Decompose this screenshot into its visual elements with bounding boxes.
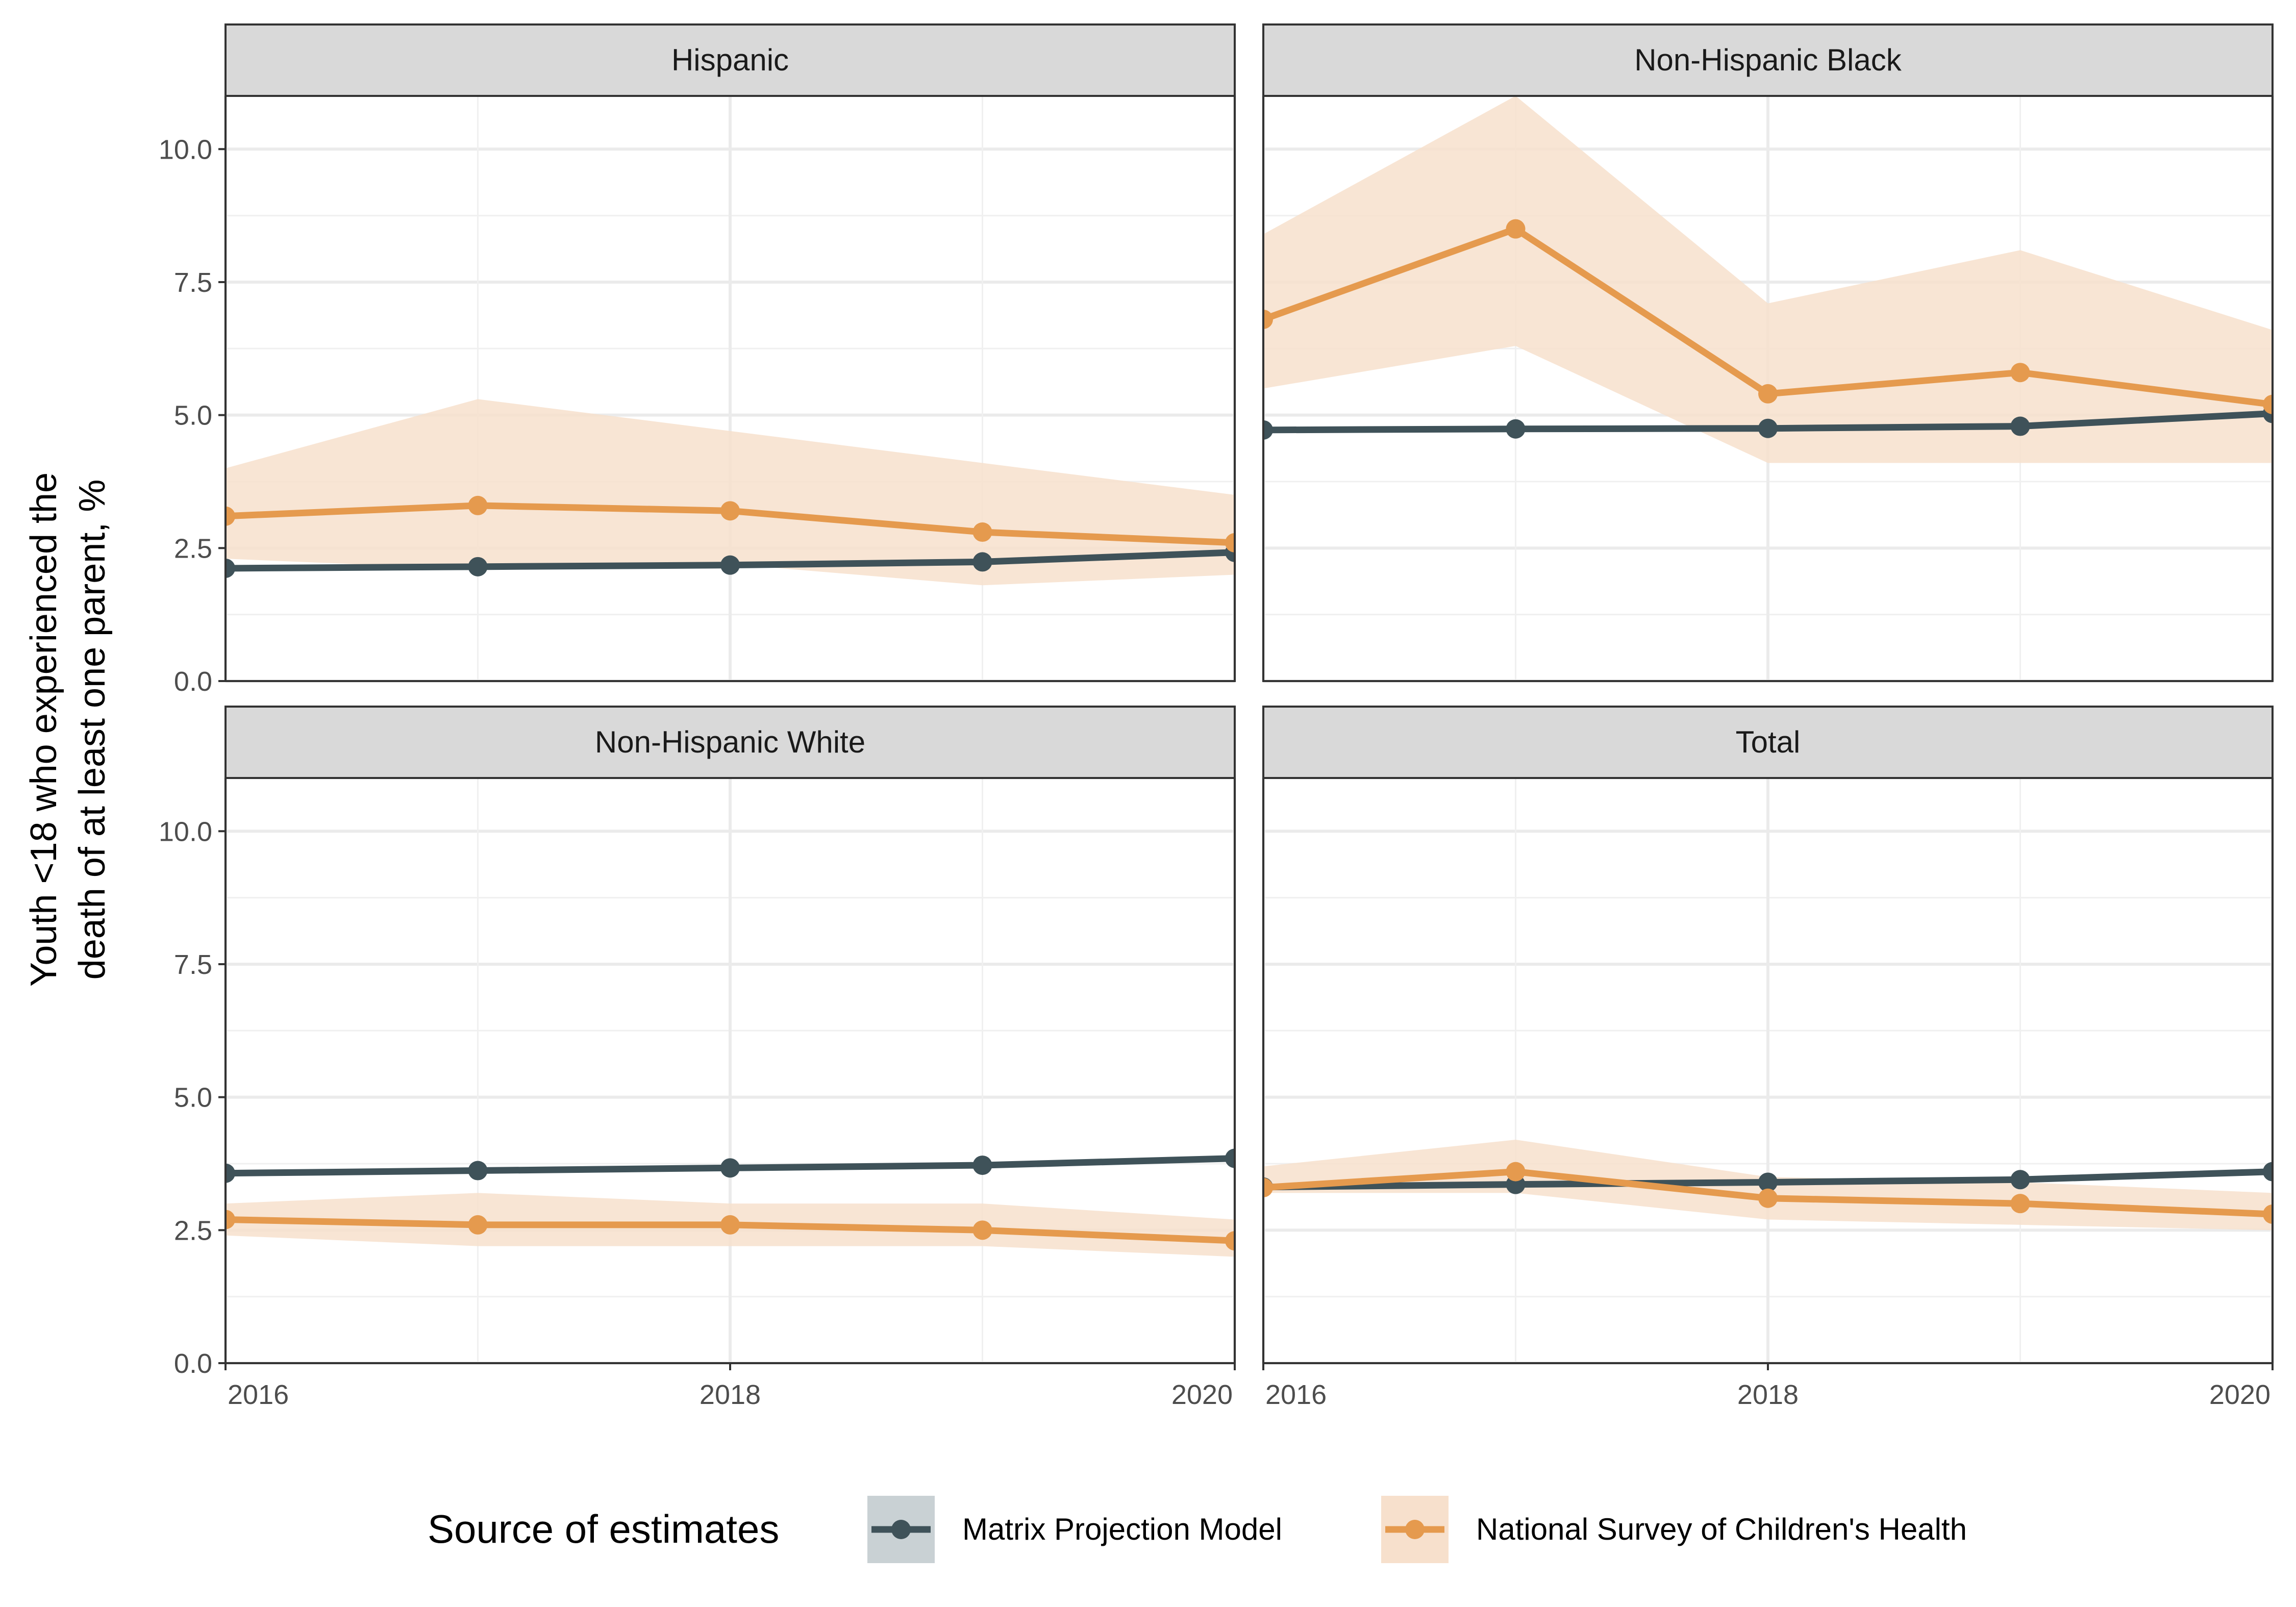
x-tick-label: 2020	[2209, 1379, 2270, 1410]
panel-hispanic: Hispanic 0.0 2.5 5.0 7.5 10.0	[159, 23, 1236, 697]
y-tick-label: 0.0	[174, 666, 212, 697]
data-point-national-survey-of-children-s-health	[2010, 363, 2030, 383]
x-tick-label: 2016	[1265, 1379, 1327, 1410]
panel-data-layer	[226, 399, 1235, 586]
data-point-national-survey-of-children-s-health	[720, 1215, 740, 1235]
y-tick-label: 10.0	[159, 816, 212, 847]
facet-strip-non-hispanic-black	[1262, 23, 2274, 97]
data-point-national-survey-of-children-s-health	[468, 1215, 488, 1235]
data-point-national-survey-of-children-s-health	[1758, 1188, 1778, 1208]
data-point-matrix-projection-model	[1506, 419, 1526, 439]
legend-label-national-survey-of-children-s-health: National Survey of Children's Health	[1476, 1512, 1967, 1546]
data-point-matrix-projection-model	[972, 552, 992, 572]
x-tick-label: 2016	[228, 1379, 289, 1410]
data-point-matrix-projection-model	[2263, 1162, 2273, 1182]
data-point-matrix-projection-model	[468, 557, 488, 576]
panel-data-layer	[1263, 96, 2273, 463]
data-point-matrix-projection-model	[1758, 418, 1778, 438]
y-tick-label: 2.5	[174, 1215, 212, 1246]
facet-label-non-hispanic-white: Non-Hispanic White	[595, 725, 865, 759]
facet-strip-non-hispanic-white	[224, 706, 1236, 779]
data-point-matrix-projection-model	[226, 1163, 235, 1183]
data-point-national-survey-of-children-s-health	[1506, 219, 1526, 239]
data-point-national-survey-of-children-s-health	[720, 501, 740, 521]
chart-panels: Hispanic 0.0 2.5 5.0 7.5 10.0 Non-Hispanic Bla…	[159, 23, 2274, 1410]
data-point-matrix-projection-model	[1758, 1172, 1778, 1192]
data-point-national-survey-of-children-s-health	[1758, 384, 1778, 404]
data-point-national-survey-of-children-s-health	[226, 506, 235, 526]
data-point-matrix-projection-model	[2010, 1170, 2030, 1190]
data-point-national-survey-of-children-s-health	[468, 495, 488, 515]
x-tick-label: 2020	[1171, 1379, 1233, 1410]
panel-data-layer	[226, 1148, 1235, 1257]
data-point-national-survey-of-children-s-health	[2263, 394, 2273, 414]
legend-title: Source of estimates	[428, 1506, 779, 1551]
y-tick-label: 7.5	[174, 949, 212, 980]
data-point-national-survey-of-children-s-health	[972, 522, 992, 542]
data-point-matrix-projection-model	[720, 1158, 740, 1178]
x-tick-label: 2018	[700, 1379, 761, 1410]
data-point-national-survey-of-children-s-health	[1506, 1162, 1526, 1182]
panel-data-layer	[1263, 1140, 2273, 1231]
panel-border	[1262, 95, 2274, 682]
data-point-national-survey-of-children-s-health	[2010, 1194, 2030, 1214]
panel-non-hispanic-black: Non-Hispanic Black	[1262, 23, 2274, 683]
facet-label-non-hispanic-black: Non-Hispanic Black	[1634, 43, 1902, 77]
legend-key-point	[1405, 1520, 1425, 1539]
legend-key-national-survey-of-children-s-health	[1381, 1496, 1449, 1563]
data-point-matrix-projection-model	[2010, 416, 2030, 436]
y-tick-label: 0.0	[174, 1348, 212, 1379]
panel-total: Total 2016 2018 2020	[1262, 706, 2274, 1410]
facet-label-hispanic: Hispanic	[671, 43, 789, 77]
data-point-matrix-projection-model	[720, 555, 740, 575]
data-point-national-survey-of-children-s-health	[2263, 1204, 2273, 1224]
legend-key-matrix-projection-model	[867, 1496, 935, 1563]
panel-border	[224, 95, 1236, 682]
facet-strip-total	[1262, 706, 2274, 779]
y-tick-label: 10.0	[159, 134, 212, 165]
y-axis-title-text: Youth <18 who experienced the death of at…	[23, 472, 113, 987]
data-point-matrix-projection-model	[226, 558, 235, 578]
x-tick-label: 2018	[1737, 1379, 1799, 1410]
data-point-matrix-projection-model	[1225, 1148, 1235, 1168]
data-point-national-survey-of-children-s-health	[972, 1220, 992, 1240]
legend-label-matrix-projection-model: Matrix Projection Model	[962, 1512, 1282, 1546]
panel-non-hispanic-white: Non-Hispanic White 0.0 2.5 5.0 7.5 10.0 2016 20…	[159, 706, 1236, 1410]
data-point-matrix-projection-model	[972, 1156, 992, 1175]
y-axis-title-line: death of at least one parent, %	[72, 480, 113, 980]
facet-label-total: Total	[1736, 725, 1801, 759]
data-point-national-survey-of-children-s-health	[226, 1210, 235, 1229]
data-point-national-survey-of-children-s-health	[1225, 533, 1235, 553]
y-tick-label: 5.0	[174, 400, 212, 431]
legend-key-point	[891, 1520, 911, 1539]
y-tick-label: 5.0	[174, 1083, 212, 1113]
y-tick-label: 7.5	[174, 267, 212, 298]
data-point-national-survey-of-children-s-health	[1263, 1177, 1273, 1197]
y-tick-label: 2.5	[174, 533, 212, 564]
y-axis-title-line: Youth <18 who experienced the	[23, 472, 64, 987]
data-point-matrix-projection-model	[468, 1161, 488, 1181]
facet-strip-hispanic	[224, 23, 1236, 97]
legend: Source of estimates Matrix Projection Mod…	[428, 1496, 1967, 1563]
data-point-national-survey-of-children-s-health	[1263, 309, 1273, 329]
data-point-national-survey-of-children-s-health	[1225, 1231, 1235, 1251]
data-point-matrix-projection-model	[1263, 420, 1273, 440]
y-axis-title: Youth <18 who experienced the death of at…	[23, 472, 113, 987]
